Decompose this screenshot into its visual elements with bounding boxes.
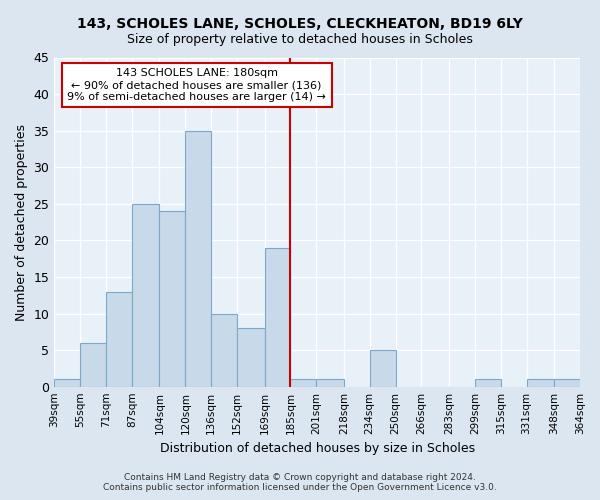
Bar: [211, 314, 237, 386]
Text: Size of property relative to detached houses in Scholes: Size of property relative to detached ho…: [127, 32, 473, 46]
Bar: [132, 204, 160, 386]
Bar: [237, 328, 265, 386]
Text: Contains HM Land Registry data © Crown copyright and database right 2024.
Contai: Contains HM Land Registry data © Crown c…: [103, 473, 497, 492]
Bar: [316, 380, 344, 386]
Bar: [54, 380, 80, 386]
Text: 143, SCHOLES LANE, SCHOLES, CLECKHEATON, BD19 6LY: 143, SCHOLES LANE, SCHOLES, CLECKHEATON,…: [77, 18, 523, 32]
Bar: [370, 350, 395, 387]
Y-axis label: Number of detached properties: Number of detached properties: [15, 124, 28, 320]
Bar: [475, 380, 501, 386]
X-axis label: Distribution of detached houses by size in Scholes: Distribution of detached houses by size …: [160, 442, 475, 455]
Bar: [554, 380, 580, 386]
Bar: [290, 380, 316, 386]
Bar: [527, 380, 554, 386]
Bar: [185, 130, 211, 386]
Bar: [80, 343, 106, 386]
Bar: [265, 248, 290, 386]
Bar: [160, 211, 185, 386]
Bar: [106, 292, 132, 386]
Text: 143 SCHOLES LANE: 180sqm
← 90% of detached houses are smaller (136)
9% of semi-d: 143 SCHOLES LANE: 180sqm ← 90% of detach…: [67, 68, 326, 102]
